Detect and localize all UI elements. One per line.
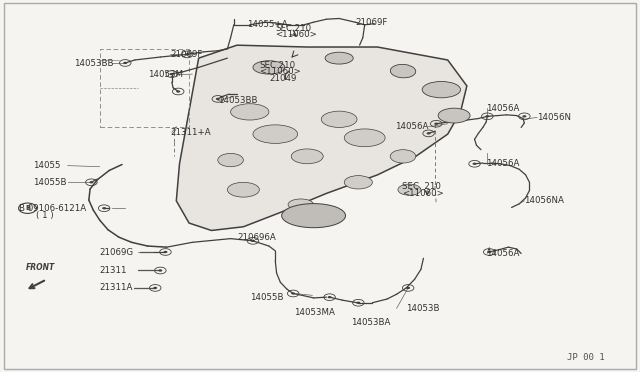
Text: 21049: 21049	[269, 74, 296, 83]
Circle shape	[485, 115, 490, 118]
Text: SEC.210: SEC.210	[275, 24, 312, 33]
Circle shape	[216, 98, 220, 100]
Text: 14053M: 14053M	[148, 70, 182, 79]
Text: SEC.210: SEC.210	[259, 61, 296, 70]
Circle shape	[163, 251, 168, 253]
Circle shape	[251, 240, 255, 242]
Ellipse shape	[398, 184, 421, 195]
Circle shape	[522, 115, 526, 118]
Circle shape	[185, 53, 189, 55]
Circle shape	[472, 163, 477, 165]
Ellipse shape	[230, 104, 269, 120]
Text: FRONT: FRONT	[26, 263, 55, 272]
Circle shape	[90, 181, 93, 183]
Text: 14056N: 14056N	[537, 113, 571, 122]
Ellipse shape	[291, 149, 323, 164]
Ellipse shape	[227, 182, 259, 197]
Text: 21311+A: 21311+A	[170, 128, 211, 137]
Ellipse shape	[438, 108, 470, 123]
Circle shape	[102, 207, 106, 209]
Polygon shape	[176, 45, 467, 231]
Text: 14055: 14055	[33, 161, 60, 170]
Text: 14055+A: 14055+A	[246, 20, 287, 29]
Circle shape	[291, 292, 295, 295]
Ellipse shape	[390, 150, 416, 163]
Text: 21311: 21311	[100, 266, 127, 275]
Ellipse shape	[390, 64, 416, 78]
Text: 21311A: 21311A	[100, 283, 133, 292]
Circle shape	[170, 73, 174, 75]
Circle shape	[328, 296, 332, 298]
Ellipse shape	[325, 52, 353, 64]
Text: 14056A: 14056A	[486, 159, 520, 168]
Text: 21069F: 21069F	[170, 50, 202, 59]
Text: 21069G: 21069G	[100, 248, 134, 257]
Circle shape	[487, 251, 492, 253]
Ellipse shape	[218, 153, 243, 167]
Circle shape	[158, 269, 163, 272]
Text: 21069F: 21069F	[355, 19, 387, 28]
Circle shape	[434, 122, 438, 125]
Text: 14056NA: 14056NA	[524, 196, 564, 205]
Ellipse shape	[288, 199, 314, 210]
Circle shape	[356, 302, 360, 304]
Text: B: B	[25, 205, 30, 211]
Ellipse shape	[253, 125, 298, 143]
Text: 14056A: 14056A	[396, 122, 429, 131]
Ellipse shape	[344, 129, 385, 147]
Text: 14053BB: 14053BB	[74, 59, 114, 68]
Ellipse shape	[344, 176, 372, 189]
Circle shape	[406, 287, 410, 289]
Text: 14053BA: 14053BA	[351, 318, 390, 327]
Text: <11060>: <11060>	[275, 30, 317, 39]
Text: 14056A: 14056A	[486, 249, 520, 258]
Text: 14055B: 14055B	[250, 293, 284, 302]
Circle shape	[426, 132, 431, 135]
Text: 14055B: 14055B	[33, 178, 66, 187]
Text: 14056A: 14056A	[486, 104, 520, 113]
Text: <11060>: <11060>	[259, 67, 301, 76]
Text: 210696A: 210696A	[237, 232, 276, 242]
Text: <11060>: <11060>	[402, 189, 444, 198]
Text: 14053BB: 14053BB	[218, 96, 257, 105]
Circle shape	[153, 287, 157, 289]
Text: JP 00 1: JP 00 1	[566, 353, 604, 362]
Text: 14053MA: 14053MA	[294, 308, 335, 317]
Text: B 09106-6121A: B 09106-6121A	[19, 204, 86, 213]
Ellipse shape	[253, 61, 285, 74]
Ellipse shape	[321, 111, 357, 128]
Ellipse shape	[422, 81, 461, 98]
Text: ( 1 ): ( 1 )	[36, 211, 54, 220]
Text: 14053B: 14053B	[406, 304, 440, 313]
Text: SEC. 210: SEC. 210	[402, 182, 440, 191]
Circle shape	[124, 62, 127, 64]
Circle shape	[176, 90, 180, 93]
Ellipse shape	[282, 203, 346, 228]
